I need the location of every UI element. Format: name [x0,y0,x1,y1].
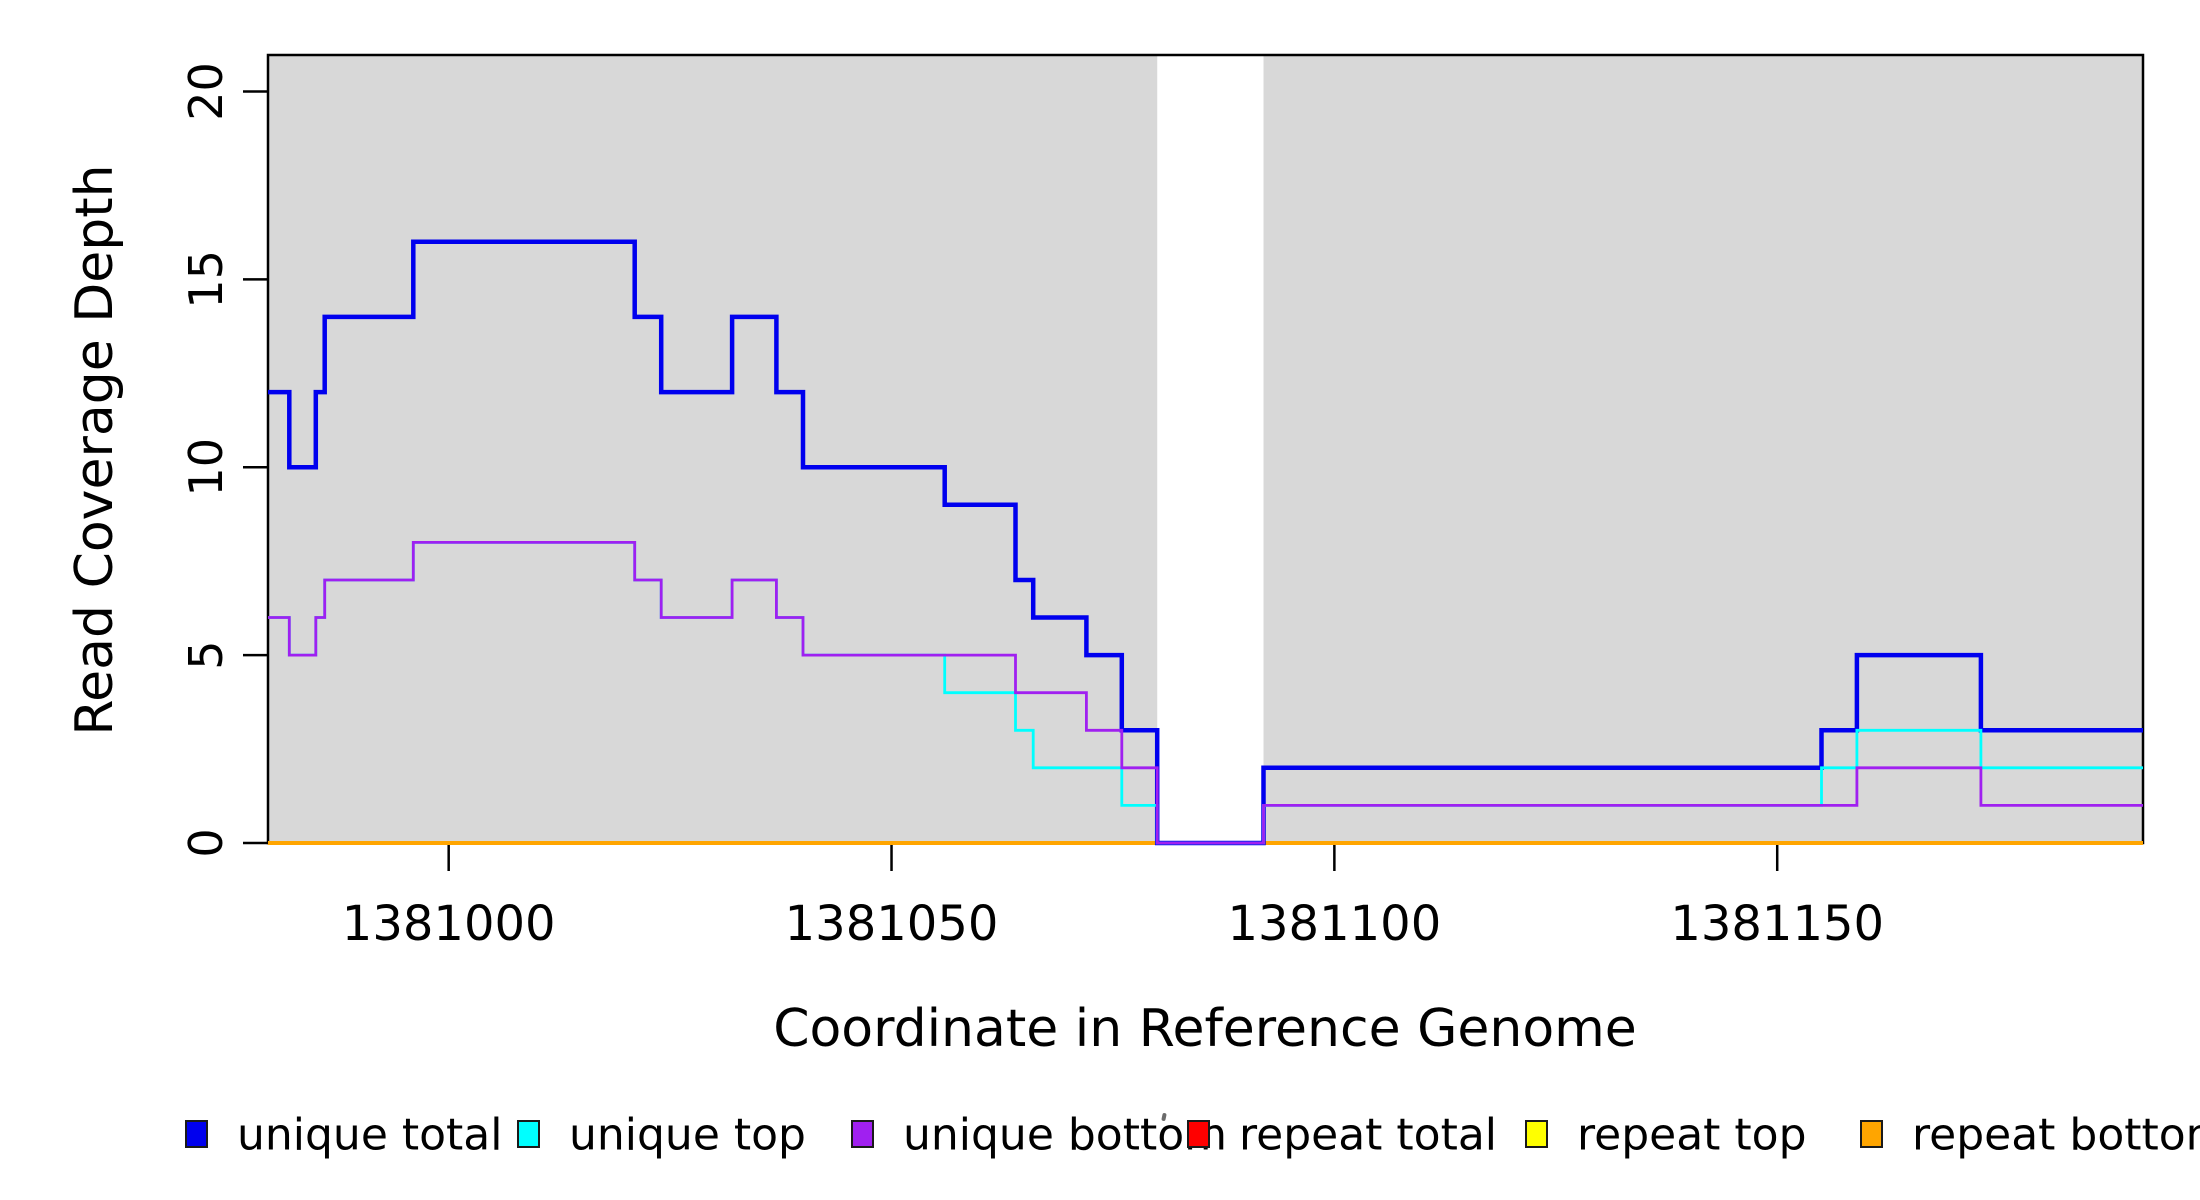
masked-region-right [1263,55,2143,843]
legend: unique total unique top unique bottom repea… [0,0,2200,1161]
series-line-unique-bottom [268,541,2143,845]
y-axis-title: Read Coverage Depth [65,164,125,736]
y-tick-label: 10 [179,438,233,497]
y-tick-label: 0 [179,828,233,857]
legend-swatch-icon [1525,1120,1548,1148]
x-axis-title: Coordinate in Reference Genome [773,999,1637,1059]
y-tick-label: 5 [179,640,233,669]
legend-swatch-icon [851,1120,874,1148]
legend-swatch-icon [517,1120,540,1148]
x-tick-label: 1381000 [342,896,556,952]
legend-swatch-icon [1860,1120,1883,1148]
x-tick-label: 1381150 [1670,896,1884,952]
x-tick-label: 1381050 [785,896,999,952]
legend-swatch-icon [185,1120,208,1148]
series-line-unique-total [268,239,2143,846]
y-tick-label: 20 [179,62,233,121]
legend-label: repeat top [1577,1109,1807,1161]
legend-label: unique total [237,1109,503,1161]
y-tick-label: 15 [179,250,233,309]
legend-label: repeat total [1239,1109,1498,1161]
legend-label: unique top [569,1109,806,1161]
legend-label: repeat bottom [1912,1109,2200,1161]
legend-label: unique bottom [903,1109,1228,1161]
masked-region-left [268,55,1158,843]
legend-swatch-icon [1187,1120,1210,1148]
x-tick-label: 1381100 [1227,896,1441,952]
